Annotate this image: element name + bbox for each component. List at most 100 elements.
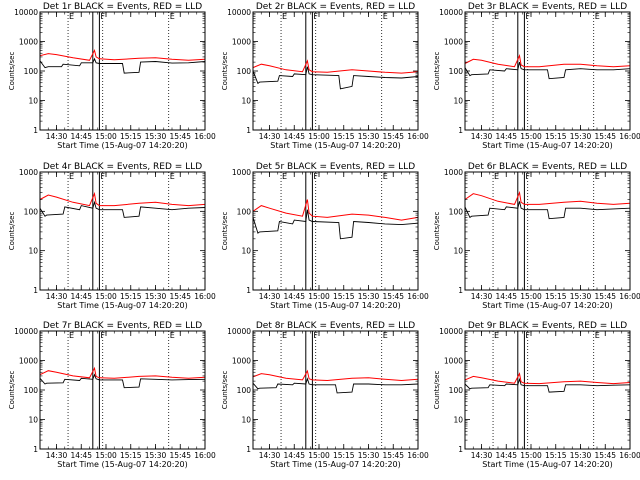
y-tick-label: 10 (28, 416, 38, 425)
y-axis-label: Counts/sec (8, 371, 16, 410)
x-axis-label: Start Time (15-Aug-07 14:20:20) (270, 141, 401, 150)
flag-label: E (494, 172, 499, 181)
lld-series-line (252, 59, 419, 74)
panel-title: Det 6r BLACK = Events, RED = LLD (468, 162, 627, 172)
y-tick-label: 10 (28, 247, 38, 256)
flag-label: F (313, 331, 318, 340)
y-tick-label: 1 (246, 286, 251, 295)
x-axis-label: Start Time (15-Aug-07 14:20:20) (270, 460, 401, 469)
x-tick-label: 15:45 (382, 451, 404, 460)
y-tick-label: 10000 (14, 327, 38, 336)
plot-frame (39, 330, 206, 450)
y-tick-label: 10000 (439, 8, 463, 17)
y-tick-label: 1000 (19, 38, 38, 47)
y-tick-label: 1000 (232, 38, 251, 47)
y-axis-label: Counts/sec (8, 212, 16, 251)
y-tick-label: 1 (246, 445, 251, 454)
lld-series-line (464, 190, 631, 205)
y-tick-label: 1 (458, 286, 463, 295)
x-tick-label: 14:45 (70, 132, 92, 141)
x-tick-label: 14:45 (283, 292, 305, 301)
y-tick-label: 10 (453, 416, 463, 425)
events-series-line (464, 377, 631, 393)
x-tick-label: 14:45 (283, 451, 305, 460)
x-axis-label: Start Time (15-Aug-07 14:20:20) (57, 460, 188, 469)
x-tick-label: 15:45 (382, 132, 404, 141)
lld-series-line (252, 199, 419, 221)
y-tick-label: 100 (449, 207, 464, 216)
flag-label: F (313, 12, 318, 21)
y-tick-label: 10000 (227, 327, 251, 336)
x-tick-label: 15:30 (145, 132, 167, 141)
x-tick-label: 15:45 (169, 292, 191, 301)
x-tick-label: 14:30 (259, 451, 281, 460)
x-tick-label: 14:30 (46, 292, 68, 301)
events-series-line (252, 209, 419, 240)
x-tick-label: 15:15 (545, 292, 567, 301)
y-tick-label: 10 (28, 97, 38, 106)
y-tick-label: 1 (33, 445, 38, 454)
x-tick-label: 15:15 (333, 132, 355, 141)
x-tick-label: 14:30 (46, 132, 68, 141)
panel-title: Det 5r BLACK = Events, RED = LLD (256, 162, 415, 172)
flag-label: F (100, 331, 105, 340)
x-tick-label: 15:00 (308, 451, 330, 460)
flag-label: F (313, 172, 318, 181)
x-tick-label: 14:30 (259, 292, 281, 301)
x-tick-label: 15:30 (145, 292, 167, 301)
x-tick-label: 14:30 (46, 451, 68, 460)
flag-label: F (525, 12, 530, 21)
x-tick-label: 16:00 (194, 132, 216, 141)
y-tick-label: 1 (246, 126, 251, 135)
x-tick-label: 15:30 (570, 292, 592, 301)
y-tick-label: 10 (453, 97, 463, 106)
flag-label: E (69, 172, 74, 181)
flag-label: E (282, 12, 287, 21)
flag-label: F (525, 331, 530, 340)
y-tick-label: 10000 (227, 8, 251, 17)
y-axis-label: Counts/sec (433, 52, 441, 91)
panel-title: Det 1r BLACK = Events, RED = LLD (43, 2, 202, 12)
y-tick-label: 10 (453, 247, 463, 256)
y-axis-label: Counts/sec (221, 212, 229, 251)
flag-label: E (494, 331, 499, 340)
y-axis-label: Counts/sec (8, 52, 16, 91)
y-tick-label: 100 (237, 67, 252, 76)
x-tick-label: 15:15 (545, 451, 567, 460)
panel-title: Det 4r BLACK = Events, RED = LLD (43, 162, 202, 172)
y-tick-label: 100 (449, 67, 464, 76)
events-series-line (39, 200, 206, 218)
y-tick-label: 10 (241, 247, 251, 256)
x-tick-label: 15:15 (333, 451, 355, 460)
x-tick-label: 16:00 (194, 451, 216, 460)
flag-label: F (100, 12, 105, 21)
y-tick-label: 100 (237, 386, 252, 395)
x-tick-label: 14:45 (495, 132, 517, 141)
events-series-line (252, 377, 419, 394)
x-tick-label: 15:30 (358, 451, 380, 460)
y-tick-label: 100 (237, 207, 252, 216)
x-tick-label: 16:00 (194, 292, 216, 301)
events-series-line (39, 57, 206, 74)
x-tick-label: 15:45 (382, 292, 404, 301)
y-tick-label: 1000 (444, 38, 463, 47)
x-tick-label: 16:00 (407, 451, 429, 460)
plot-frame (252, 330, 419, 450)
flag-label: E (282, 172, 287, 181)
x-tick-label: 15:15 (333, 292, 355, 301)
y-tick-label: 100 (24, 207, 39, 216)
y-tick-label: 100 (24, 386, 39, 395)
y-tick-label: 1000 (444, 168, 463, 177)
x-tick-label: 15:30 (145, 451, 167, 460)
x-tick-label: 14:30 (471, 292, 493, 301)
x-tick-label: 14:45 (283, 132, 305, 141)
y-tick-label: 1000 (232, 357, 251, 366)
lld-series-line (252, 369, 419, 382)
flag-label: E (69, 12, 74, 21)
y-tick-label: 1 (458, 126, 463, 135)
